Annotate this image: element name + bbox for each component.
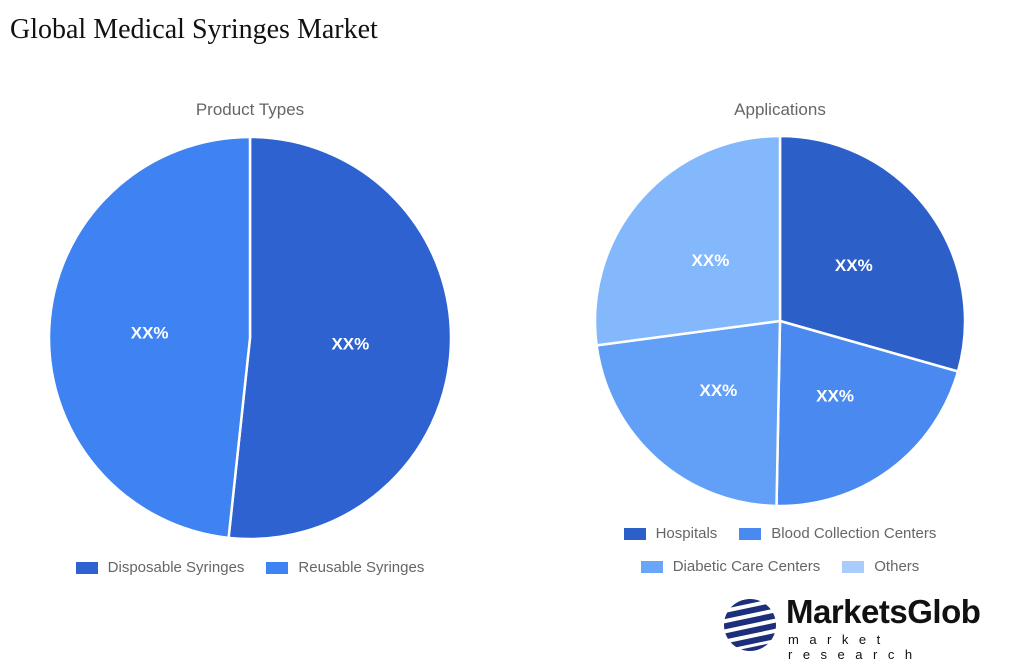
legend-item[interactable]: Others	[842, 558, 919, 575]
pie-slice-reusable-syringes	[47, 135, 252, 540]
data-label: XX%	[692, 251, 730, 270]
legend-label: Hospitals	[655, 525, 718, 542]
legend-item[interactable]: Blood Collection Centers	[739, 525, 936, 542]
data-label: XX%	[699, 381, 737, 400]
page-title: Global Medical Syringes Market	[10, 14, 378, 45]
legend-swatch	[266, 561, 289, 574]
legend-item[interactable]: Hospitals	[623, 525, 718, 542]
pie-slice-blood-collection-centers	[775, 319, 960, 508]
chart-title-product-types: Product Types	[195, 100, 305, 119]
legend-label: Disposable Syringes	[107, 559, 245, 576]
marketsglob-logo: MarketsGlob market research	[722, 593, 1022, 662]
legend-label: Others	[874, 558, 920, 575]
data-label: XX%	[835, 256, 873, 275]
legend-item[interactable]: Diabetic Care Centers	[640, 558, 821, 575]
legend-swatch	[623, 527, 646, 540]
pie-slice-disposable-syringes	[227, 135, 453, 541]
logo-brand: MarketsGlob	[786, 593, 981, 630]
legend-label: Blood Collection Centers	[771, 525, 937, 542]
legend-applications: Hospitals Blood Collection Centers Diabeti…	[580, 525, 980, 575]
data-label: XX%	[131, 324, 169, 343]
legend-swatch	[75, 561, 98, 574]
legend-swatch	[739, 527, 762, 540]
legend-label: Reusable Syringes	[298, 559, 425, 576]
legend-product-types: Disposable Syringes Reusable Syringes	[50, 559, 450, 576]
pie-slice-others	[593, 134, 782, 347]
pie-slice-diabetic-care-centers	[595, 319, 782, 508]
pie-slice-hospitals	[778, 134, 967, 374]
data-label: XX%	[331, 334, 369, 353]
legend-item[interactable]: Reusable Syringes	[266, 559, 424, 576]
legend-label: Diabetic Care Centers	[672, 558, 821, 575]
chart-title-applications: Applications	[734, 100, 826, 119]
legend-item[interactable]: Disposable Syringes	[75, 559, 245, 576]
legend-swatch	[842, 560, 865, 573]
data-label: XX%	[816, 386, 854, 405]
legend-swatch	[640, 560, 663, 573]
